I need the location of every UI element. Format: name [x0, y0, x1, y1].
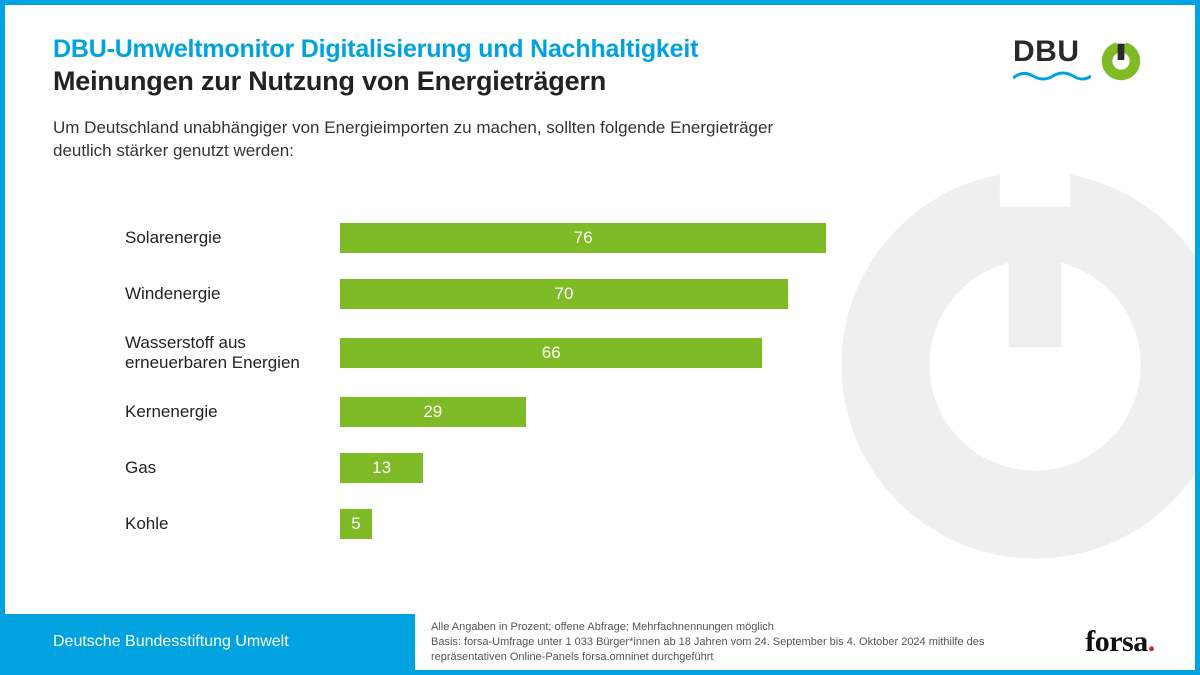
content-area: DBU-Umweltmonitor Digitalisierung und Na…: [53, 35, 1147, 163]
source-label: forsa: [1085, 625, 1147, 659]
chart-row: Kohle 5: [125, 496, 1025, 552]
bar-track: 29: [340, 397, 980, 427]
bar-label: Wasserstoff aus erneuerbaren Energien: [125, 333, 340, 372]
chart-row: Wasserstoff aus erneuerbaren Energien 66: [125, 322, 1025, 384]
chart-row: Solarenergie 76: [125, 210, 1025, 266]
chart-row: Kernenergie 29: [125, 384, 1025, 440]
bar-track: 5: [340, 509, 980, 539]
bar-label: Solarenergie: [125, 228, 340, 248]
lead-paragraph: Um Deutschland unabhängiger von Energiei…: [53, 117, 833, 163]
bar: 70: [340, 279, 788, 309]
bar-track: 70: [340, 279, 980, 309]
supertitle: DBU-Umweltmonitor Digitalisierung und Na…: [53, 35, 1147, 64]
bar: 13: [340, 453, 423, 483]
bar: 76: [340, 223, 826, 253]
footer-note-line: Basis: forsa-Umfrage unter 1 033 Bürger*…: [431, 635, 1029, 665]
bar-label: Kernenergie: [125, 402, 340, 422]
footer-note-line: Alle Angaben in Prozent; offene Abfrage;…: [431, 620, 1029, 635]
bar: 5: [340, 509, 372, 539]
footer: Deutsche Bundesstiftung Umwelt Alle Anga…: [5, 614, 1195, 670]
infographic-frame: DBU DBU-Umweltmonitor Digitalisierung un…: [0, 0, 1200, 675]
bar-value: 70: [555, 284, 574, 304]
chart-row: Windenergie 70: [125, 266, 1025, 322]
chart-row: Gas 13: [125, 440, 1025, 496]
bar-track: 66: [340, 338, 980, 368]
bar-value: 5: [351, 514, 360, 534]
page-title: Meinungen zur Nutzung von Energieträgern: [53, 66, 1147, 97]
bar: 29: [340, 397, 526, 427]
bar: 66: [340, 338, 762, 368]
footer-source: forsa.: [1045, 614, 1195, 670]
footer-notes: Alle Angaben in Prozent; offene Abfrage;…: [415, 614, 1045, 670]
bar-value: 76: [574, 228, 593, 248]
bar-track: 76: [340, 223, 980, 253]
footer-org: Deutsche Bundesstiftung Umwelt: [5, 614, 415, 670]
bar-chart: Solarenergie 76 Windenergie 70 Wasserstoff a…: [125, 210, 1025, 552]
bar-label: Kohle: [125, 514, 340, 534]
source-dot: .: [1148, 625, 1155, 659]
bar-label: Windenergie: [125, 284, 340, 304]
bar-value: 13: [372, 458, 391, 478]
bar-value: 66: [542, 343, 561, 363]
bar-label: Gas: [125, 458, 340, 478]
bar-track: 13: [340, 453, 980, 483]
bar-value: 29: [423, 402, 442, 422]
